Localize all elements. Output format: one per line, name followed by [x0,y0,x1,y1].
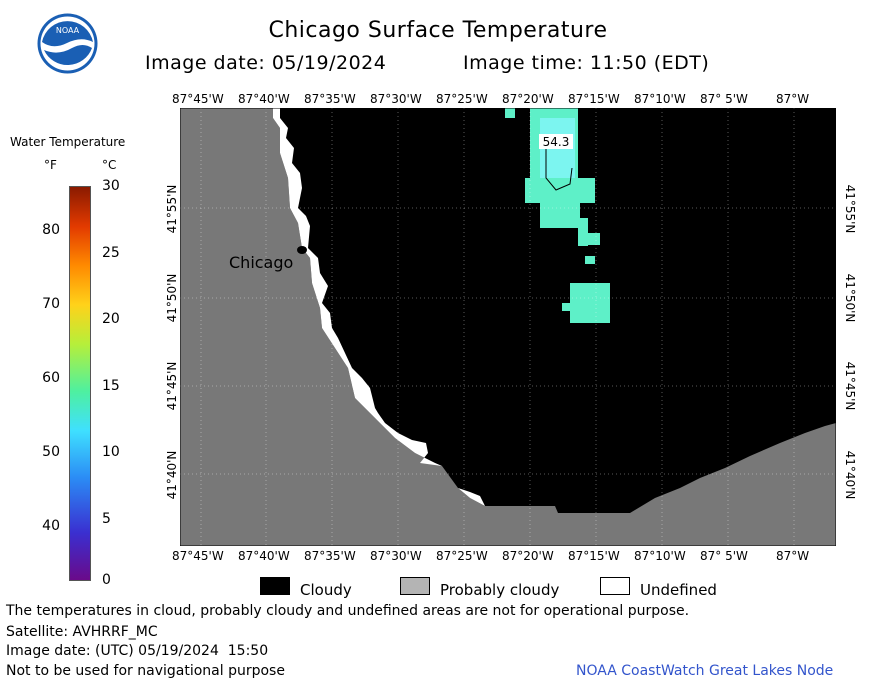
color-scale-bar [69,186,91,581]
c-tick: 10 [102,444,120,460]
temp-label-box [539,134,573,149]
f-tick: 70 [42,296,60,312]
disclaimer-text: The temperatures in cloud, probably clou… [6,603,690,619]
city-label: Chicago [229,253,294,272]
fahrenheit-unit: °F [44,158,57,172]
temperature-map: 54.3 [180,108,836,546]
colorbar-title: Water Temperature [10,135,126,149]
lat-label: 41°45'N [843,361,857,411]
temp-label: 54.3 [543,135,570,149]
c-tick: 5 [102,511,111,527]
lon-label: 87°15'W [568,92,620,106]
chicago-marker [297,246,307,254]
lon-label: 87°W [776,549,810,563]
navigation-warning: Not to be used for navigational purpose [6,663,285,679]
isotherm-line [545,149,573,191]
lon-label: 87°45'W [172,549,224,563]
lon-label: 87°40'W [238,92,290,106]
noaa-logo: NOAA [37,13,98,74]
f-tick: 40 [42,518,60,534]
lon-label: 87°40'W [238,549,290,563]
lon-label: 87°10'W [634,549,686,563]
page-title: Chicago Surface Temperature [268,18,608,43]
lon-label: 87°15'W [568,549,620,563]
undefined-area [458,488,485,506]
lon-label: 87°45'W [172,92,224,106]
lon-label: 87°20'W [502,549,554,563]
lat-label: 41°40'N [843,450,857,500]
c-tick: 0 [102,572,111,588]
lat-label: 41°40'N [165,450,179,500]
image-date-text: Image date: 05/19/2024 [145,52,387,74]
c-tick: 30 [102,178,120,194]
map-grid [180,108,836,546]
undefined-swatch [600,577,630,595]
f-tick: 50 [42,444,60,460]
f-tick: 60 [42,370,60,386]
undefined-area [273,108,442,466]
lat-label: 41°50'N [843,273,857,323]
lon-label: 87° 5'W [700,549,748,563]
image-time: Image time: 11:50 (EDT) [463,52,710,74]
lat-label: 41°50'N [165,273,179,323]
cloudy-label: Cloudy [300,581,352,599]
satellite-text: Satellite: AVHRRF_MC [6,624,158,640]
c-tick: 20 [102,311,120,327]
lon-label: 87°20'W [502,92,554,106]
c-tick: 25 [102,245,120,261]
lon-labels-bottom: 87°45'W 87°40'W 87°35'W 87°30'W 87°25'W … [0,549,876,565]
credit-text: NOAA CoastWatch Great Lakes Node [576,663,834,679]
lon-labels-top: 87°45'W 87°40'W 87°35'W 87°30'W 87°25'W … [0,92,876,108]
f-tick: 80 [42,222,60,238]
lon-label: 87°25'W [436,92,488,106]
lon-label: 87°30'W [370,92,422,106]
noaa-logo-text: NOAA [56,26,80,35]
water-temp-area [505,108,610,323]
lon-label: 87° 5'W [700,92,748,106]
probably-cloudy-swatch [400,577,430,595]
utc-date-text: Image date: (UTC) 05/19/2024 15:50 [6,643,269,659]
celsius-unit: °C [102,158,117,172]
undefined-label: Undefined [640,581,717,599]
c-tick: 15 [102,378,120,394]
lon-label: 87°10'W [634,92,686,106]
lat-label: 41°55'N [165,184,179,234]
land-area [180,108,836,546]
lon-label: 87°W [776,92,810,106]
lon-label: 87°25'W [436,549,488,563]
lon-label: 87°30'W [370,549,422,563]
lat-label: 41°45'N [165,361,179,411]
cloudy-swatch [260,577,290,595]
lat-label: 41°55'N [843,184,857,234]
lon-label: 87°35'W [304,549,356,563]
lon-label: 87°35'W [304,92,356,106]
probably-cloudy-label: Probably cloudy [440,581,560,599]
